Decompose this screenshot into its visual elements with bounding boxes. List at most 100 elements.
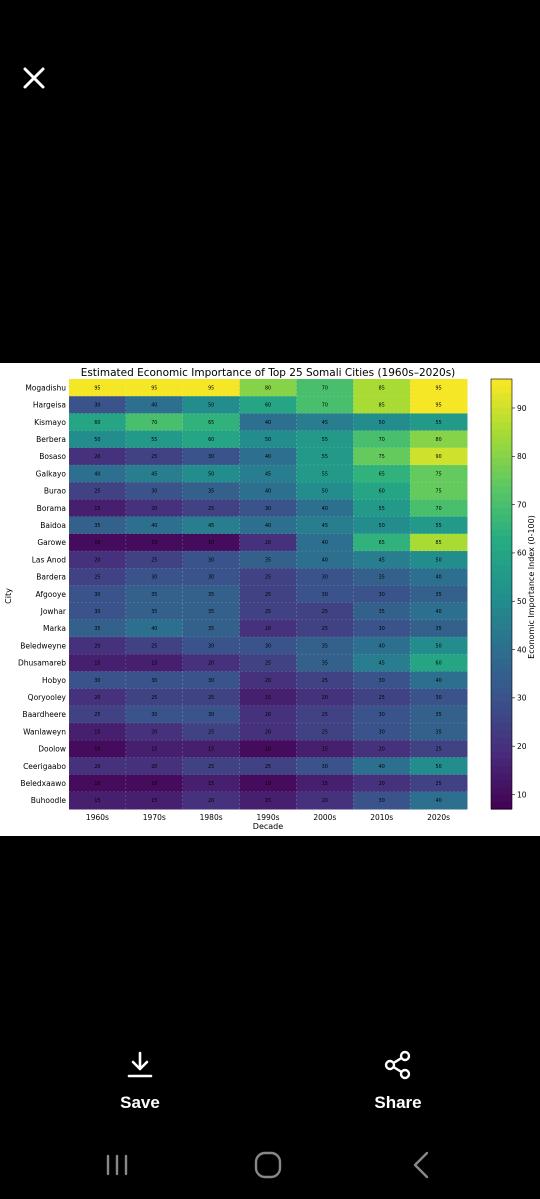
city-tick-label: Dhusamareb <box>18 659 66 668</box>
colorbar-segment <box>491 708 512 717</box>
heatmap-cell <box>353 465 411 483</box>
heatmap-cell <box>296 585 354 604</box>
cell-value-label: 20 <box>94 764 100 770</box>
heatmap-cell <box>410 688 468 707</box>
colorbar-segment <box>491 644 512 652</box>
city-tick-label: Beledweyne <box>20 641 66 650</box>
cell-value-label: 70 <box>151 420 157 426</box>
colorbar-segment <box>491 414 512 423</box>
cell-value-label: 15 <box>208 781 214 787</box>
cell-value-label: 15 <box>94 798 100 804</box>
cell-value-label: 15 <box>265 798 271 804</box>
cell-value-label: 80 <box>436 437 442 443</box>
cell-value-label: 65 <box>379 471 385 477</box>
heatmap-cell <box>69 568 127 586</box>
cell-value-label: 30 <box>94 609 100 615</box>
cell-value-label: 35 <box>208 489 214 495</box>
close-button[interactable] <box>18 62 50 94</box>
colorbar-segment <box>491 665 512 674</box>
heatmap-cell <box>410 671 468 690</box>
cell-value-label: 20 <box>208 798 214 804</box>
cell-value-label: 25 <box>94 712 100 718</box>
heatmap-cell <box>239 740 297 758</box>
colorbar-tick-label: 50 <box>517 597 527 606</box>
heatmap-cell <box>125 619 184 638</box>
heatmap-cell <box>69 654 127 672</box>
cell-value-label: 75 <box>379 454 385 460</box>
heatmap-cell <box>125 774 184 793</box>
cell-value-label: 30 <box>322 575 328 581</box>
heatmap-cell <box>69 671 127 690</box>
colorbar-tick-label: 80 <box>517 452 527 461</box>
cell-value-label: 45 <box>379 557 385 563</box>
cell-value-label: 30 <box>265 506 271 512</box>
cell-value-label: 70 <box>322 385 328 391</box>
heatmap-cell <box>69 379 127 397</box>
heatmap-cell <box>410 551 468 569</box>
cell-value-label: 35 <box>379 609 385 615</box>
heatmap-cell <box>296 602 354 621</box>
city-tick-label: Mogadishu <box>25 383 66 392</box>
cell-value-label: 25 <box>151 643 157 649</box>
cell-value-label: 10 <box>151 781 157 787</box>
recents-button[interactable] <box>100 1148 134 1182</box>
cell-value-label: 20 <box>208 661 214 667</box>
heatmap-cell <box>296 551 354 569</box>
cell-value-label: 45 <box>322 420 328 426</box>
heatmap-cell <box>69 516 127 535</box>
heatmap-cell <box>296 482 354 500</box>
cell-value-label: 10 <box>94 781 100 787</box>
colorbar-segment <box>491 457 512 466</box>
heatmap-cell <box>353 430 411 449</box>
heatmap-cell <box>353 774 411 793</box>
heatmap-cell <box>239 499 297 518</box>
heatmap-cell <box>125 740 184 758</box>
back-icon <box>413 1151 429 1179</box>
heatmap-cell <box>125 705 184 724</box>
colorbar-segment <box>491 422 512 430</box>
back-button[interactable] <box>404 1148 438 1182</box>
city-tick-label: Hargeisa <box>33 401 66 410</box>
colorbar-segment <box>491 766 512 774</box>
colorbar-segment <box>491 508 512 516</box>
share-button[interactable]: Share <box>338 1050 458 1113</box>
heatmap-cell <box>410 757 468 776</box>
cell-value-label: 95 <box>436 403 442 409</box>
save-button[interactable]: Save <box>80 1050 200 1113</box>
cell-value-label: 40 <box>436 575 442 581</box>
cell-value-label: 35 <box>379 575 385 581</box>
heatmap-cell <box>410 447 468 466</box>
heatmap-cell <box>410 705 468 724</box>
heatmap-cell <box>182 396 241 414</box>
city-tick-label: Doolow <box>38 745 66 754</box>
home-button[interactable] <box>251 1148 285 1182</box>
cell-value-label: 40 <box>436 678 442 684</box>
heatmap-cell <box>239 568 297 586</box>
cell-value-label: 25 <box>322 678 328 684</box>
decade-tick-label: 1990s <box>257 813 280 822</box>
cell-value-label: 20 <box>265 626 271 632</box>
colorbar-segment <box>491 594 512 602</box>
heatmap-cell <box>353 637 411 655</box>
cell-value-label: 30 <box>208 454 214 460</box>
cell-value-label: 15 <box>151 661 157 667</box>
cell-value-label: 15 <box>151 798 157 804</box>
cell-value-label: 50 <box>322 489 328 495</box>
cell-value-label: 40 <box>151 626 157 632</box>
decade-tick-label: 2000s <box>313 813 336 822</box>
colorbar-segment <box>491 386 512 394</box>
colorbar-segment <box>491 601 512 609</box>
colorbar-segment <box>491 780 512 789</box>
heatmap-cell <box>69 602 127 621</box>
colorbar-segment <box>491 629 512 638</box>
heatmap-cell <box>239 447 297 466</box>
cell-value-label: 30 <box>151 489 157 495</box>
heatmap-cell <box>239 413 297 432</box>
navigation-bar <box>0 1130 540 1199</box>
colorbar-segment <box>491 551 512 559</box>
heatmap-cell <box>125 637 184 655</box>
cell-value-label: 20 <box>379 747 385 753</box>
city-tick-label: Afgooye <box>36 590 67 599</box>
heatmap-cell <box>125 568 184 586</box>
heatmap-cell <box>182 637 241 655</box>
